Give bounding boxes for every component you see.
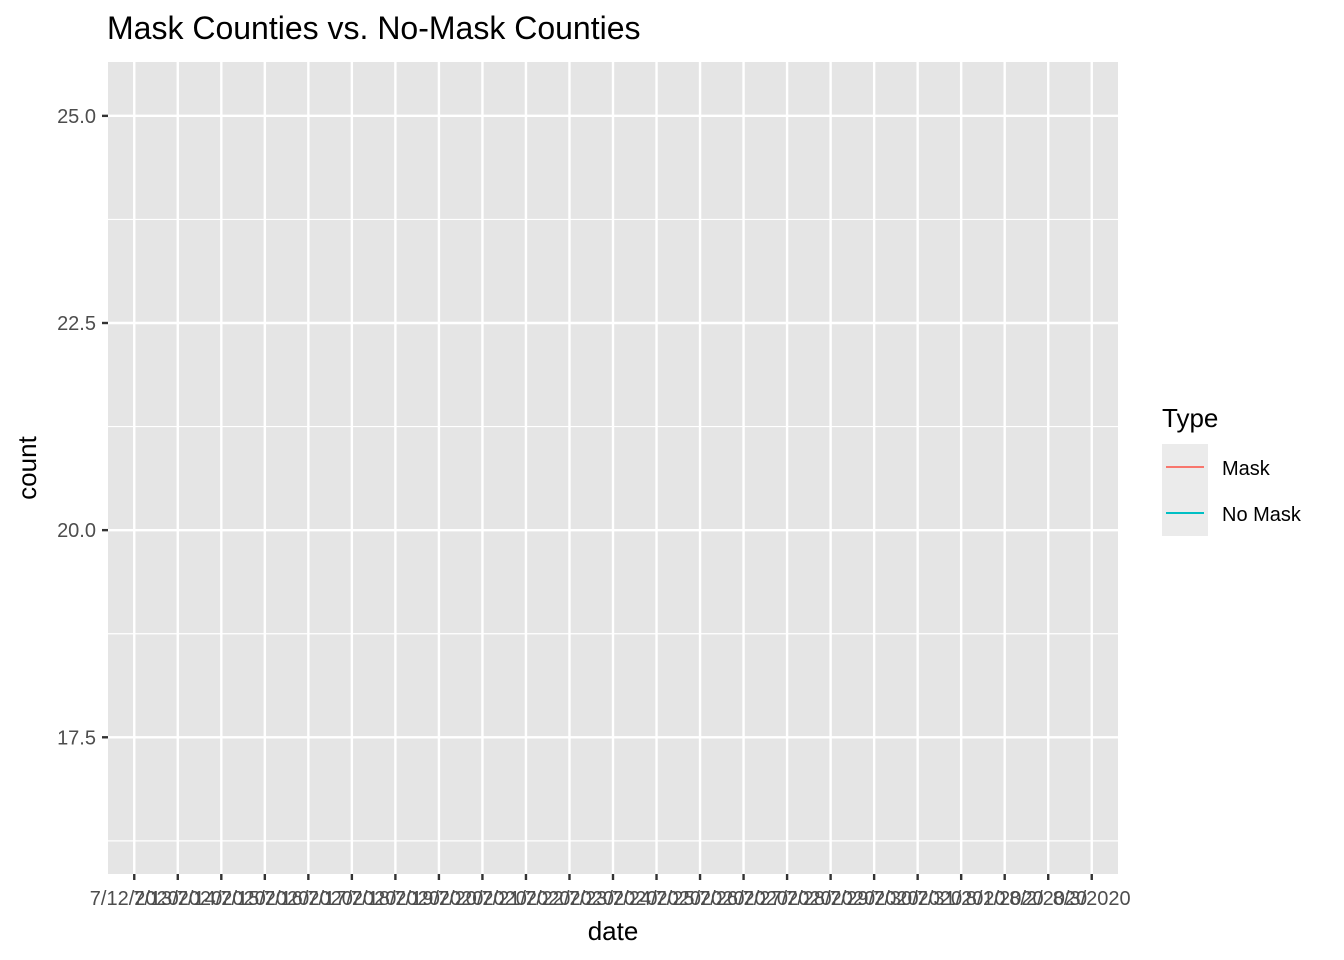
- x-tick-label: 8/1/2020: [966, 888, 1044, 910]
- legend-key-background: [1162, 444, 1208, 536]
- x-tick-label: 7/12/2020: [90, 888, 179, 910]
- chart-title: Mask Counties vs. No-Mask Counties: [107, 10, 641, 46]
- x-tick-label: 7/18/2020: [351, 888, 440, 910]
- x-tick-label: 7/26/2020: [699, 888, 788, 910]
- y-axis-ticks: 17.5 20.0 22.5 25.0: [57, 106, 108, 749]
- x-tick-label: 7/27/2020: [743, 888, 832, 910]
- x-tick-label: 8/3/2020: [1053, 888, 1131, 910]
- x-tick-label: 7/21/2020: [481, 888, 570, 910]
- y-tick-label: 20.0: [57, 520, 96, 542]
- x-tick-label: 7/29/2020: [830, 888, 919, 910]
- x-tick-label: 7/20/2020: [438, 888, 527, 910]
- x-tick-label: 7/24/2020: [612, 888, 701, 910]
- x-tick-label: 7/19/2020: [394, 888, 483, 910]
- x-tick-label: 8/2/2020: [1009, 888, 1087, 910]
- y-tick-label: 25.0: [57, 106, 96, 128]
- x-tick-label: 7/28/2020: [786, 888, 875, 910]
- y-tick-label: 22.5: [57, 313, 96, 335]
- x-tick-label: 7/31/2020: [917, 888, 1006, 910]
- x-axis-ticks: 7/12/20207/13/20207/14/20207/15/20207/16…: [90, 874, 1131, 910]
- x-tick-label: 7/22/2020: [525, 888, 614, 910]
- x-tick-label: 7/15/2020: [220, 888, 309, 910]
- legend-label-no-mask: No Mask: [1222, 504, 1302, 526]
- x-tick-label: 7/13/2020: [133, 888, 222, 910]
- x-tick-label: 7/14/2020: [177, 888, 266, 910]
- x-tick-label: 7/25/2020: [656, 888, 745, 910]
- x-tick-label: 7/30/2020: [873, 888, 962, 910]
- major-gridlines: [108, 62, 1118, 874]
- legend-label-mask: Mask: [1222, 458, 1271, 480]
- legend: Type Mask No Mask: [1162, 403, 1302, 536]
- x-tick-label: 7/16/2020: [264, 888, 353, 910]
- x-tick-label: 7/23/2020: [569, 888, 658, 910]
- x-tick-label: 7/17/2020: [307, 888, 396, 910]
- x-axis-title: date: [588, 916, 639, 946]
- y-tick-label: 17.5: [57, 727, 96, 749]
- y-axis-title: count: [12, 435, 42, 499]
- legend-title: Type: [1162, 403, 1218, 433]
